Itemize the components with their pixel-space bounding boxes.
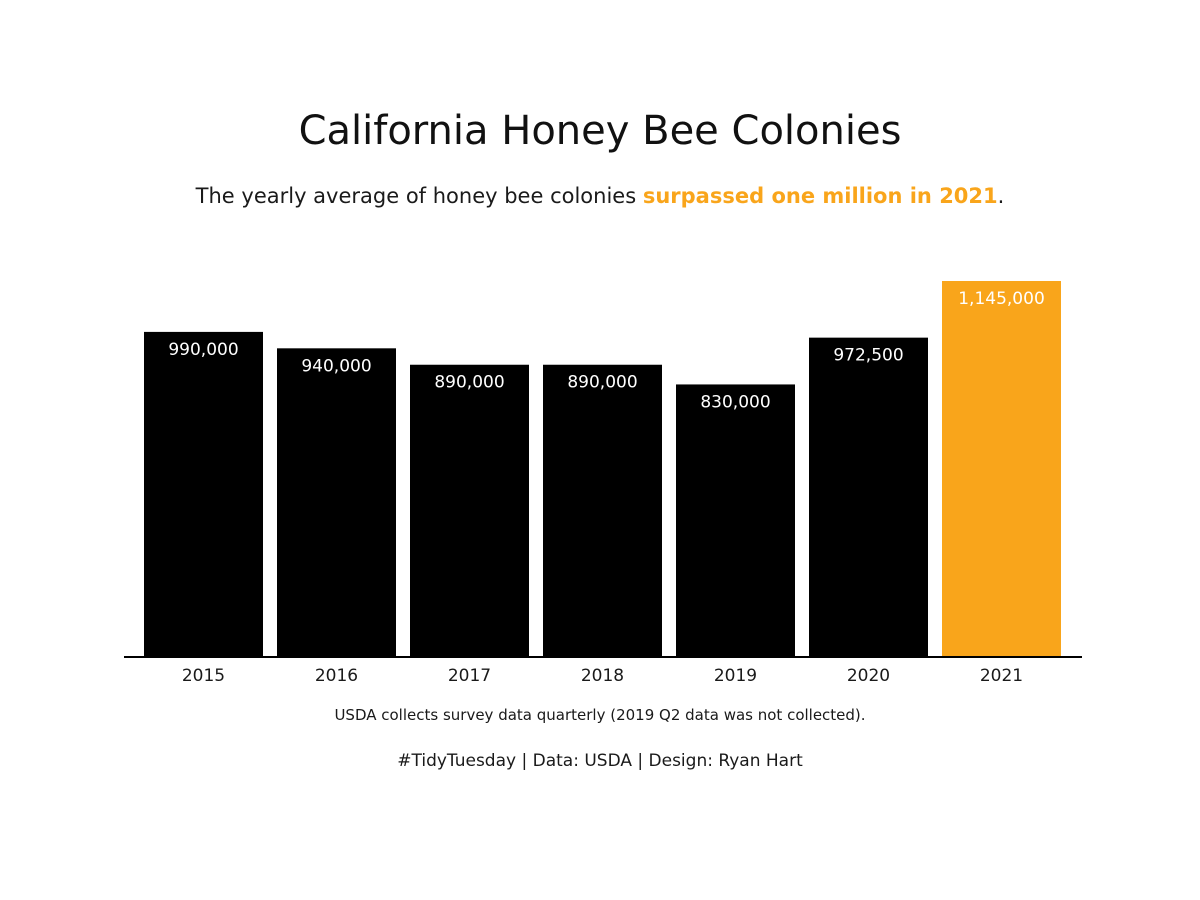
footnote: USDA collects survey data quarterly (201…: [334, 706, 866, 724]
chart-subtitle: The yearly average of honey bee colonies…: [0, 184, 1200, 208]
x-tick-label-2016: 2016: [315, 666, 358, 686]
data-label-2020: 972,500: [833, 346, 903, 366]
x-tick-label-2021: 2021: [980, 666, 1023, 686]
bar-2021: [942, 281, 1061, 657]
x-tick-label-2017: 2017: [448, 666, 491, 686]
data-label-2016: 940,000: [301, 356, 371, 376]
subtitle-text: The yearly average of honey bee colonies: [195, 184, 643, 208]
data-label-2017: 890,000: [434, 373, 504, 393]
bar-2019: [676, 384, 795, 657]
x-tick-label-2018: 2018: [581, 666, 624, 686]
bar-2016: [277, 348, 396, 657]
bars-layer: [144, 281, 1061, 657]
x-tick-label-2015: 2015: [182, 666, 225, 686]
data-label-2021: 1,145,000: [958, 289, 1045, 309]
data-label-2019: 830,000: [700, 392, 770, 412]
bar-2020: [809, 337, 928, 657]
data-label-2018: 890,000: [567, 373, 637, 393]
data-labels-layer: 990,000 940,000 890,000 890,000 830,000 972,5…: [168, 289, 1044, 412]
bar-2018: [543, 364, 662, 657]
credits: #TidyTuesday | Data: USDA | Design: Ryan…: [397, 751, 803, 771]
subtitle-highlight: surpassed one million in 2021: [642, 184, 998, 208]
subtitle-suffix: .: [997, 184, 1005, 208]
chart-title: California Honey Bee Colonies: [298, 108, 902, 154]
bar-2017: [410, 364, 529, 657]
data-label-2015: 990,000: [168, 340, 238, 360]
bar-2015: [144, 331, 263, 657]
x-tick-label-2020: 2020: [847, 666, 890, 686]
x-tick-label-2019: 2019: [714, 666, 757, 686]
x-tick-labels-layer: 2015 2016 2017 2018 2019 2020 2021: [182, 666, 1023, 686]
